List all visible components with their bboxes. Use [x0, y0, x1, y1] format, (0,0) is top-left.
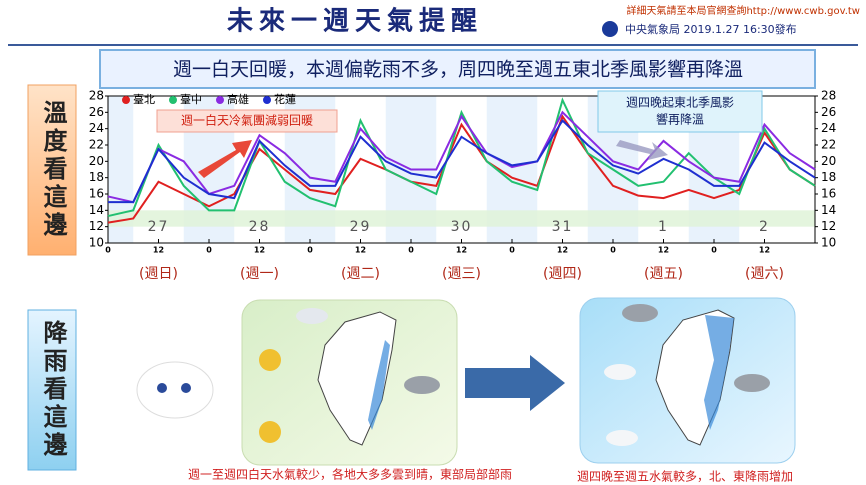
- mascot: [136, 361, 214, 419]
- legend-label: 高雄: [227, 92, 249, 106]
- title: 未來一週天氣提醒: [227, 6, 483, 37]
- rain-label-box: [27, 309, 77, 471]
- day-label: 1: [658, 219, 669, 235]
- annotation: 響再降溫: [656, 112, 704, 127]
- x-tick-label: 12: [254, 246, 265, 255]
- legend-label: 花蓮: [274, 92, 296, 106]
- y-tick-label: 18: [89, 170, 104, 184]
- y2-tick-label: 18: [821, 170, 836, 184]
- x-tick-label: 12: [557, 246, 568, 255]
- cloud-icon: [296, 308, 328, 324]
- legend-label: 臺北: [133, 92, 155, 106]
- day-label: 31: [552, 219, 574, 235]
- weekday-label: (週一): [240, 266, 279, 282]
- day-label: 28: [249, 219, 271, 235]
- y2-tick-label: 12: [821, 219, 836, 233]
- y-tick-label: 12: [89, 219, 104, 233]
- series-line: [107, 97, 816, 218]
- x-tick-label: 0: [408, 246, 414, 255]
- y2-tick-label: 22: [821, 138, 836, 152]
- temperature-chart: 1012141618202224262810121416182022242628…: [89, 89, 837, 283]
- cloud-icon: [606, 430, 638, 446]
- cloud-icon: [734, 374, 770, 392]
- temp-label: 溫度看這邊: [39, 100, 67, 240]
- x-tick-label: 12: [658, 246, 669, 255]
- series-line: [107, 110, 816, 204]
- sun-icon: [259, 421, 281, 443]
- series-line: [107, 114, 816, 224]
- cloud-icon: [622, 304, 658, 322]
- x-tick-label: 0: [711, 246, 717, 255]
- annotation-box: [156, 109, 338, 133]
- series-line: [108, 118, 816, 204]
- y-tick-label: 20: [89, 154, 104, 168]
- legend-dot: [122, 96, 130, 104]
- rain-area: [368, 340, 390, 430]
- banner: 週一白天回暖，本週偏乾雨不多，周四晚至週五東北季風影響再降溫: [173, 59, 743, 81]
- y-tick-label: 16: [89, 187, 104, 201]
- y2-tick-label: 20: [821, 154, 836, 168]
- rain-label: 降雨看這邊: [39, 319, 67, 460]
- temp-label-box: [27, 84, 77, 256]
- rain-area: [704, 315, 734, 430]
- y2-tick-label: 28: [821, 89, 836, 103]
- y2-tick-label: 14: [821, 203, 836, 217]
- logo: [602, 21, 618, 37]
- y-tick-label: 14: [89, 203, 104, 217]
- weekday-label: (週六): [745, 266, 784, 282]
- x-tick-label: 0: [105, 246, 111, 255]
- y2-tick-label: 24: [821, 121, 836, 135]
- issuer: 中央氣象局 2019.1.27 16:30發布: [625, 22, 797, 36]
- sun-icon: [259, 349, 281, 371]
- cold-band: [108, 210, 815, 227]
- day-label: 2: [759, 219, 770, 235]
- y2-tick-label: 16: [821, 187, 836, 201]
- weekday-label: (週四): [543, 266, 582, 282]
- y2-tick-label: 26: [821, 105, 836, 119]
- y-tick-label: 24: [89, 121, 104, 135]
- y-tick-label: 10: [89, 236, 104, 250]
- caption: 週一至週四白天水氣較少，各地大多多雲到晴，東部局部部雨: [188, 467, 512, 482]
- annotation-arrow: [198, 140, 252, 178]
- annotation-arrow: [616, 140, 668, 160]
- day-label: 27: [148, 219, 170, 235]
- y2-tick-label: 10: [821, 236, 836, 250]
- weekday-label: (週三): [442, 266, 481, 282]
- day-label: 29: [350, 219, 372, 235]
- banner-box: [99, 49, 816, 89]
- annotation: 週四晚起東北季風影: [626, 96, 734, 110]
- x-tick-label: 12: [456, 246, 467, 255]
- x-tick-label: 12: [759, 246, 770, 255]
- annotation: 週一白天冷氣團減弱回暖: [181, 113, 313, 128]
- weekday-label: (週日): [139, 266, 178, 282]
- legend-dot: [263, 96, 271, 104]
- weekday-label: (週二): [341, 266, 380, 282]
- arrow: [465, 355, 565, 411]
- y-tick-label: 28: [89, 89, 104, 103]
- legend-dot: [216, 96, 224, 104]
- x-tick-label: 12: [355, 246, 366, 255]
- cloud-icon: [604, 364, 636, 380]
- legend-label: 臺中: [180, 92, 202, 106]
- weekday-label: (週五): [644, 266, 683, 282]
- y-tick-label: 22: [89, 138, 104, 152]
- x-tick-label: 12: [153, 246, 164, 255]
- cloud-icon: [404, 376, 440, 394]
- day-label: 30: [451, 219, 473, 235]
- x-tick-label: 0: [206, 246, 212, 255]
- annotation-box: [597, 90, 763, 133]
- caption: 週四晚至週五水氣較多，北、東降雨增加: [577, 469, 793, 484]
- source: 詳細天氣請至本局官網查詢http://www.cwb.gov.tw: [626, 4, 860, 17]
- x-tick-label: 0: [610, 246, 616, 255]
- mascot-eye: [181, 383, 191, 393]
- y-tick-label: 26: [89, 105, 104, 119]
- mascot-eye: [157, 383, 167, 393]
- x-tick-label: 0: [509, 246, 515, 255]
- x-tick-label: 0: [307, 246, 313, 255]
- legend-dot: [169, 96, 177, 104]
